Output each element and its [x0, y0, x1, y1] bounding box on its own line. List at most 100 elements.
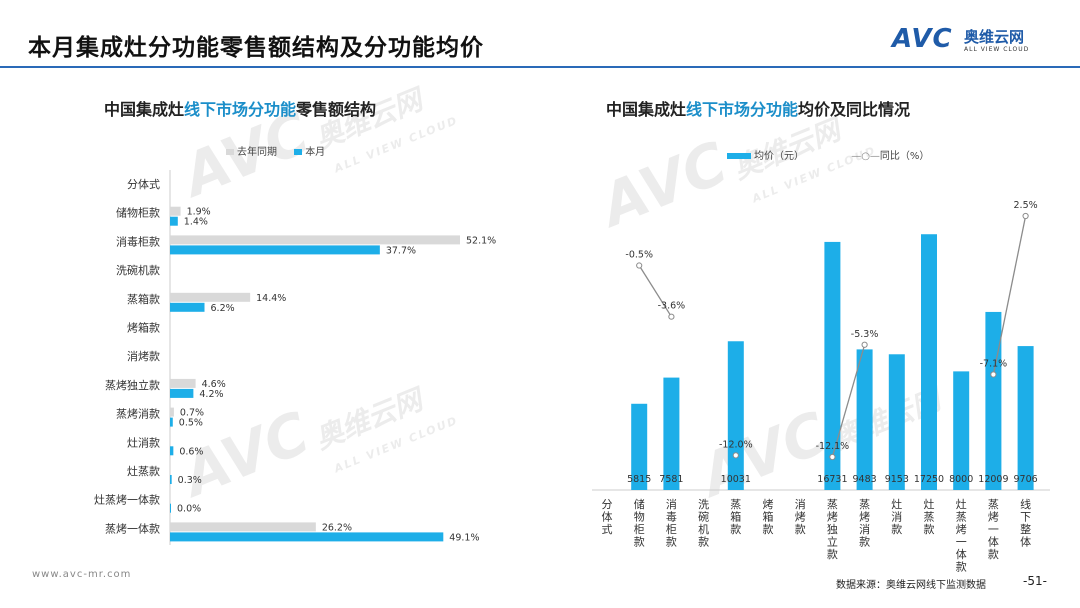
- price-label: 9483: [853, 474, 877, 485]
- yoy-point: [1022, 212, 1029, 220]
- price-bar: [953, 371, 970, 490]
- bar-cur: [170, 245, 380, 255]
- bar-prev: [170, 378, 196, 388]
- yoy-label: -12.1%: [816, 441, 850, 452]
- bar-prev: [170, 292, 251, 302]
- price-label: 9153: [885, 474, 909, 485]
- bar-cur: [170, 475, 172, 484]
- yoy-label: -3.6%: [658, 301, 686, 312]
- footer-url: www.avc-mr.com: [32, 569, 132, 580]
- category-label: 蒸烤消款: [116, 407, 160, 421]
- bar-cur: [170, 388, 194, 398]
- price-label: 8000: [949, 474, 973, 485]
- data-label: 26.2%: [322, 522, 352, 533]
- bar-prev: [170, 522, 316, 532]
- price-bar: [1017, 346, 1034, 490]
- category-label: 灶蒸烤一体款: [94, 493, 160, 507]
- yoy-point: [861, 341, 868, 348]
- data-source: 数据来源：奥维云网线下监测数据: [836, 580, 986, 591]
- data-label: 14.4%: [256, 293, 286, 304]
- price-bar: [856, 349, 873, 490]
- yoy-line-segment: [638, 265, 672, 318]
- logo-cn: 奥维云网: [964, 28, 1025, 46]
- page-title: 本月集成灶分功能零售额结构及分功能均价: [28, 35, 484, 61]
- category-label: 灶消款: [891, 498, 902, 536]
- logo-mark: AVC: [892, 24, 953, 54]
- price-bar: [824, 241, 841, 490]
- price-bar: [985, 311, 1002, 490]
- data-label: 1.4%: [184, 217, 208, 228]
- data-label: 4.6%: [202, 379, 226, 390]
- category-label: 线下整体: [1020, 497, 1031, 549]
- data-label: 0.5%: [179, 418, 203, 429]
- legend-price-label: 均价（元）: [754, 151, 804, 162]
- left-chart-title: 中国集成灶线下市场分功能零售额结构: [104, 100, 377, 119]
- bar-cur: [170, 216, 178, 226]
- yoy-line-segment: [831, 344, 866, 458]
- yoy-point: [732, 452, 739, 459]
- bar-prev: [170, 235, 460, 245]
- data-label: 0.6%: [179, 446, 203, 457]
- price-bar: [663, 377, 680, 490]
- legend-swatch-prev: [226, 149, 234, 155]
- category-label: 蒸箱款: [127, 292, 160, 306]
- header-rule: [0, 66, 1080, 68]
- yoy-label: -5.3%: [851, 329, 879, 340]
- data-label: 1.9%: [187, 207, 211, 218]
- yoy-label: -0.5%: [625, 250, 653, 261]
- data-label: 6.2%: [211, 303, 235, 314]
- left-legend: 去年同期 本月: [226, 143, 325, 158]
- price-label: 10031: [721, 474, 751, 485]
- price-label: 9706: [1014, 474, 1038, 485]
- category-label: 蒸烤消款: [859, 498, 870, 549]
- yoy-point: [636, 262, 643, 269]
- yoy-point: [668, 313, 675, 320]
- category-label: 消烤款: [127, 349, 160, 363]
- yoy-point: [829, 453, 836, 461]
- price-bar: [921, 234, 937, 490]
- category-label: 消烤款: [795, 497, 806, 536]
- data-label: 37.7%: [386, 245, 416, 256]
- bar-prev: [170, 206, 181, 216]
- category-label: 储物柜款: [634, 497, 645, 549]
- bar-cur: [170, 532, 444, 542]
- legend-yoy-label: 同比（%）: [879, 151, 930, 162]
- category-label: 烤箱款: [763, 497, 774, 536]
- data-label: 0.0%: [177, 504, 201, 515]
- bar-cur: [170, 503, 171, 513]
- page-number: -51-: [1023, 574, 1047, 588]
- category-label: 蒸箱款: [730, 498, 741, 536]
- legend-line-icon: —○—: [851, 151, 880, 162]
- legend-cur-label: 本月: [305, 147, 326, 158]
- category-label: 烤箱款: [127, 321, 160, 335]
- price-bar: [631, 403, 648, 490]
- category-label: 灶蒸烤一体款: [956, 498, 967, 574]
- legend-prev-label: 去年同期: [237, 147, 277, 158]
- price-label: 5815: [627, 474, 651, 485]
- category-label: 分体式: [127, 177, 160, 191]
- yoy-label: 2.5%: [1014, 200, 1038, 211]
- category-label: 洗碗机款: [698, 498, 709, 549]
- category-label: 消毒柜款: [666, 497, 677, 549]
- bar-prev: [170, 407, 174, 417]
- logo-en: ALL VIEW CLOUD: [964, 46, 1030, 53]
- category-label: 储物柜款: [116, 206, 160, 220]
- price-label: 17250: [914, 474, 944, 485]
- data-label: 49.1%: [449, 532, 479, 543]
- category-label: 灶消款: [127, 435, 160, 449]
- data-label: 0.7%: [180, 408, 204, 419]
- yoy-label: -12.0%: [719, 439, 753, 450]
- data-label: 52.1%: [466, 235, 496, 246]
- right-combo-chart: 分体式 5815 储物柜款 7581 消毒柜款 洗碗机款 10031 蒸箱款 烤箱款 消烤款 167…: [592, 200, 1050, 574]
- bar-cur: [170, 446, 174, 456]
- yoy-line-segment: [992, 215, 1027, 375]
- price-label: 12009: [978, 474, 1008, 485]
- category-label: 分体式: [602, 498, 613, 536]
- price-label: 16731: [817, 474, 847, 485]
- yoy-label: -7.1%: [980, 358, 1008, 369]
- category-label: 灶蒸款: [127, 464, 160, 478]
- price-bar: [727, 341, 744, 490]
- avc-logo: AVC 奥维云网 ALL VIEW CLOUD: [892, 24, 1052, 56]
- category-label: 蒸烤一体款: [988, 498, 999, 561]
